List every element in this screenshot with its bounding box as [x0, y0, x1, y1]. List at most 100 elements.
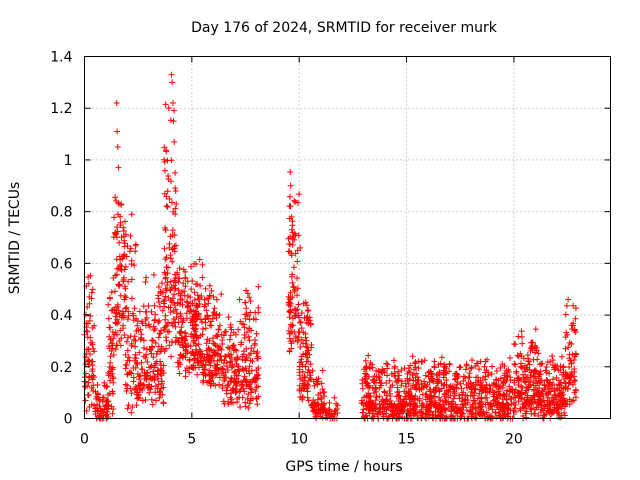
- data-point: [236, 388, 243, 395]
- data-point: [362, 357, 369, 364]
- data-point: [197, 282, 204, 289]
- data-point: [234, 355, 241, 362]
- data-point: [462, 401, 469, 408]
- data-point: [249, 358, 256, 365]
- data-point: [493, 376, 500, 383]
- data-point: [121, 218, 128, 225]
- data-point: [234, 363, 241, 370]
- data-point: [515, 333, 522, 340]
- data-point: [188, 286, 195, 293]
- data-point: [538, 377, 545, 384]
- data-point: [193, 302, 200, 309]
- data-point: [84, 383, 91, 390]
- data-point: [250, 315, 257, 322]
- data-point: [172, 205, 179, 212]
- data-point: [163, 337, 170, 344]
- data-point: [104, 383, 111, 390]
- data-point: [218, 291, 225, 298]
- data-point: [152, 383, 159, 390]
- data-point: [128, 409, 135, 416]
- data-point: [169, 295, 176, 302]
- data-point: [106, 295, 113, 302]
- data-point: [167, 252, 174, 259]
- data-point: [297, 244, 304, 251]
- data-point: [180, 280, 187, 287]
- data-point: [511, 379, 518, 386]
- data-point: [222, 353, 229, 360]
- data-point: [530, 373, 537, 380]
- data-point: [390, 357, 397, 364]
- data-point: [520, 355, 527, 362]
- data-point: [122, 231, 129, 238]
- data-point: [451, 407, 458, 414]
- data-point: [455, 405, 462, 412]
- data-point: [303, 385, 310, 392]
- data-point: [481, 363, 488, 370]
- data-point: [112, 313, 119, 320]
- data-point: [295, 334, 302, 341]
- data-point: [142, 396, 149, 403]
- data-point: [361, 376, 368, 383]
- data-point: [431, 358, 438, 365]
- data-point: [298, 353, 305, 360]
- data-point: [416, 397, 423, 404]
- data-point: [365, 383, 372, 390]
- data-point: [311, 400, 318, 407]
- data-point: [241, 334, 248, 341]
- data-point: [179, 334, 186, 341]
- data-point: [246, 294, 253, 301]
- data-point: [230, 379, 237, 386]
- data-point: [107, 377, 114, 384]
- data-point: [554, 386, 561, 393]
- data-point: [360, 406, 367, 413]
- data-point: [560, 363, 567, 370]
- data-point: [206, 282, 213, 289]
- data-point: [442, 370, 449, 377]
- data-point: [538, 360, 545, 367]
- data-point: [296, 329, 303, 336]
- data-point: [143, 314, 150, 321]
- data-point: [181, 292, 188, 299]
- data-point: [296, 386, 303, 393]
- data-point: [443, 382, 450, 389]
- data-point: [542, 385, 549, 392]
- data-point: [407, 394, 414, 401]
- data-point: [139, 397, 146, 404]
- data-point: [226, 336, 233, 343]
- data-point: [462, 374, 469, 381]
- data-point: [300, 300, 307, 307]
- data-point: [395, 368, 402, 375]
- data-point: [248, 344, 255, 351]
- data-point: [170, 208, 177, 215]
- data-point: [228, 355, 235, 362]
- data-point: [148, 362, 155, 369]
- data-point: [423, 402, 430, 409]
- data-point: [142, 278, 149, 285]
- data-point: [243, 311, 250, 318]
- data-point: [229, 363, 236, 370]
- data-point: [255, 383, 262, 390]
- data-point: [140, 303, 147, 310]
- data-point: [188, 333, 195, 340]
- data-point: [198, 292, 205, 299]
- data-point: [109, 374, 116, 381]
- data-point: [389, 411, 396, 418]
- data-point: [134, 322, 141, 329]
- data-point: [480, 409, 487, 416]
- data-point: [87, 272, 94, 279]
- data-point: [407, 362, 414, 369]
- data-point: [446, 368, 453, 375]
- data-point: [569, 322, 576, 329]
- data-point: [326, 399, 333, 406]
- data-point: [493, 368, 500, 375]
- data-point: [215, 326, 222, 333]
- data-point: [463, 362, 470, 369]
- data-point: [523, 408, 530, 415]
- data-point: [488, 370, 495, 377]
- data-point: [300, 340, 307, 347]
- data-point: [460, 378, 467, 385]
- data-point: [435, 377, 442, 384]
- data-point: [528, 405, 535, 412]
- data-point: [287, 324, 294, 331]
- data-point: [114, 303, 121, 310]
